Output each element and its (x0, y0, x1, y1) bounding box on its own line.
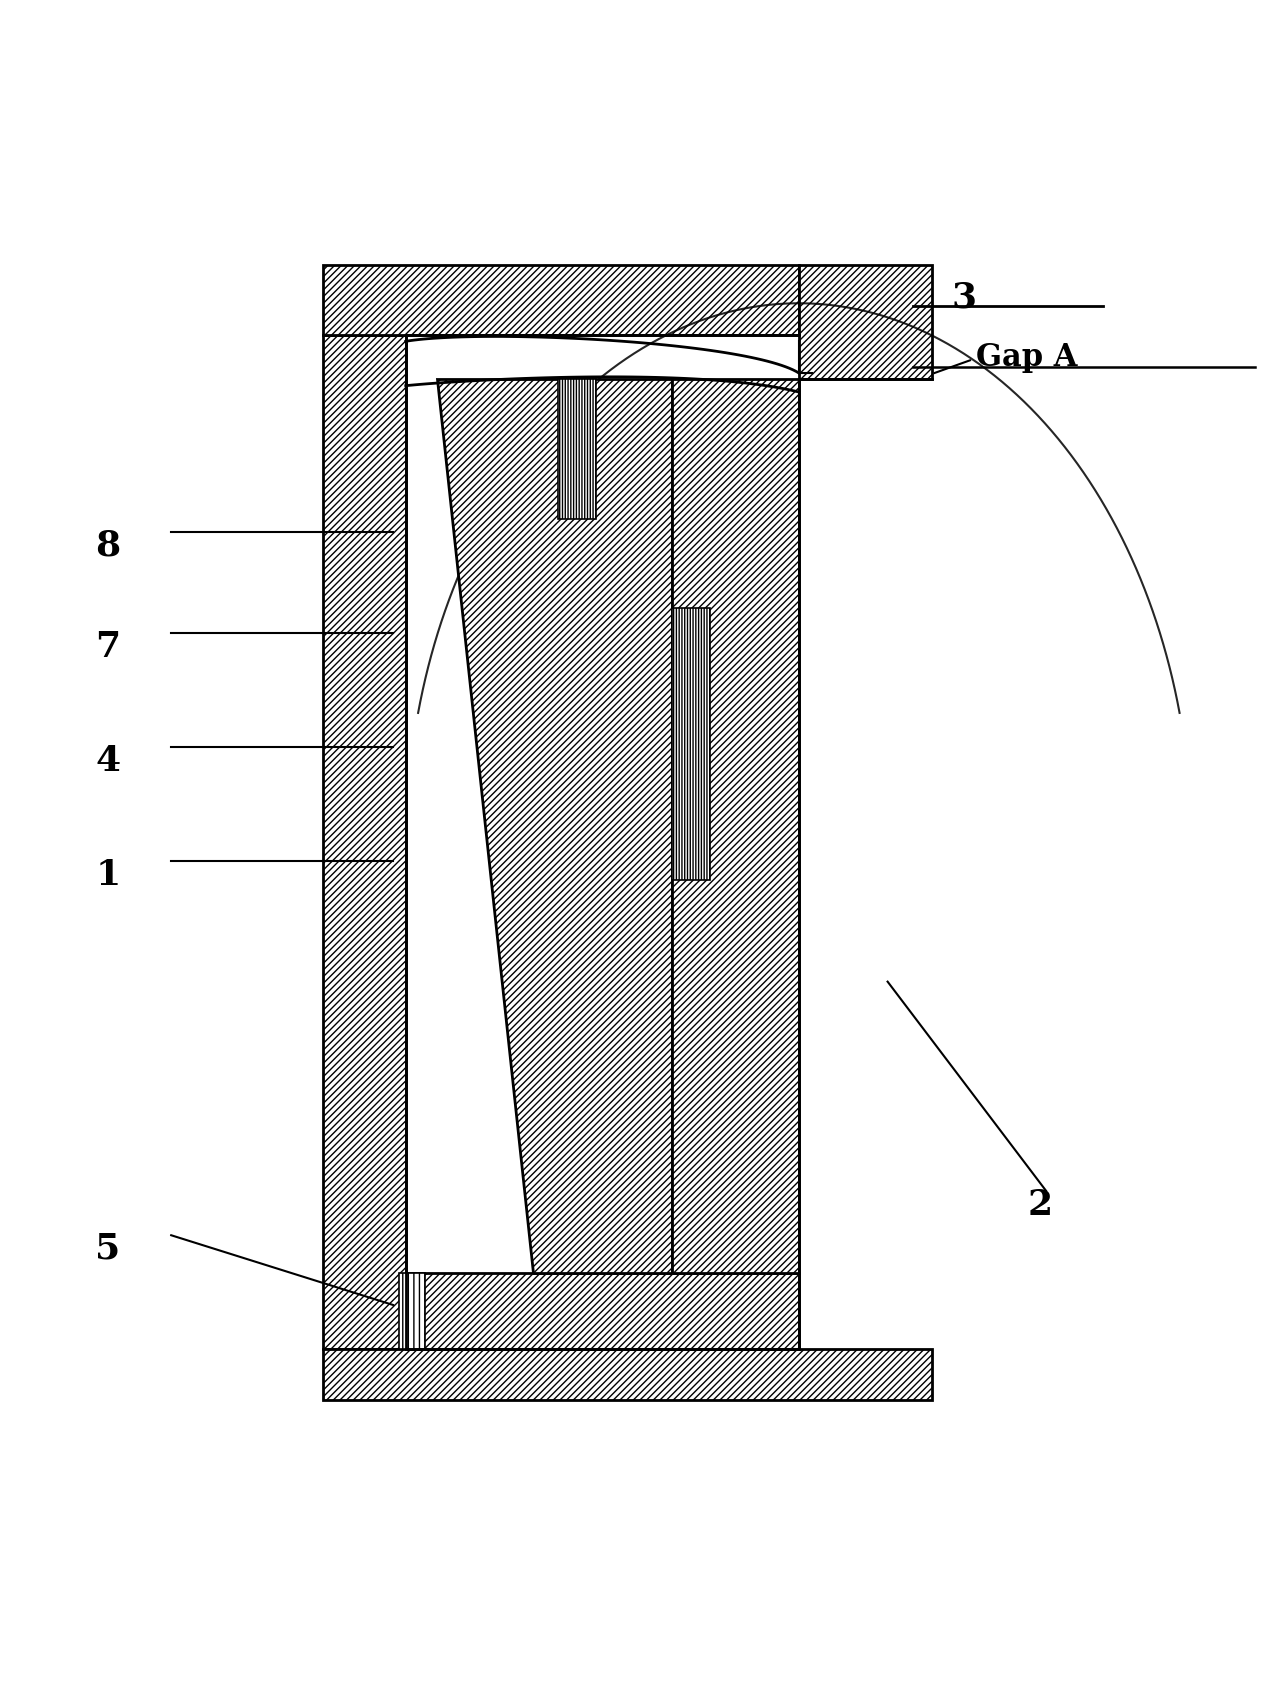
Bar (406, 1274, 799, 1350)
Bar (799, 267, 932, 380)
Polygon shape (437, 380, 672, 1274)
Bar (672, 608, 710, 881)
Text: 8: 8 (95, 528, 120, 562)
Bar (672, 380, 799, 1274)
Bar (558, 380, 596, 520)
Bar (323, 1350, 932, 1401)
Bar (323, 336, 406, 1350)
Text: 4: 4 (95, 744, 120, 778)
Bar (399, 1274, 425, 1350)
Bar (323, 1350, 932, 1401)
Bar (406, 1274, 799, 1350)
Bar (323, 267, 799, 336)
Bar (672, 380, 799, 1274)
Text: 7: 7 (95, 630, 120, 664)
Text: Gap A: Gap A (976, 341, 1078, 374)
Bar (323, 267, 799, 336)
Bar (799, 267, 932, 380)
Text: 2: 2 (1027, 1187, 1052, 1221)
Bar (672, 608, 710, 881)
Bar (323, 336, 406, 1350)
Bar (399, 1274, 425, 1350)
Text: 5: 5 (95, 1231, 120, 1265)
Text: 1: 1 (95, 857, 120, 891)
Text: 3: 3 (951, 280, 976, 314)
Bar (558, 380, 596, 520)
